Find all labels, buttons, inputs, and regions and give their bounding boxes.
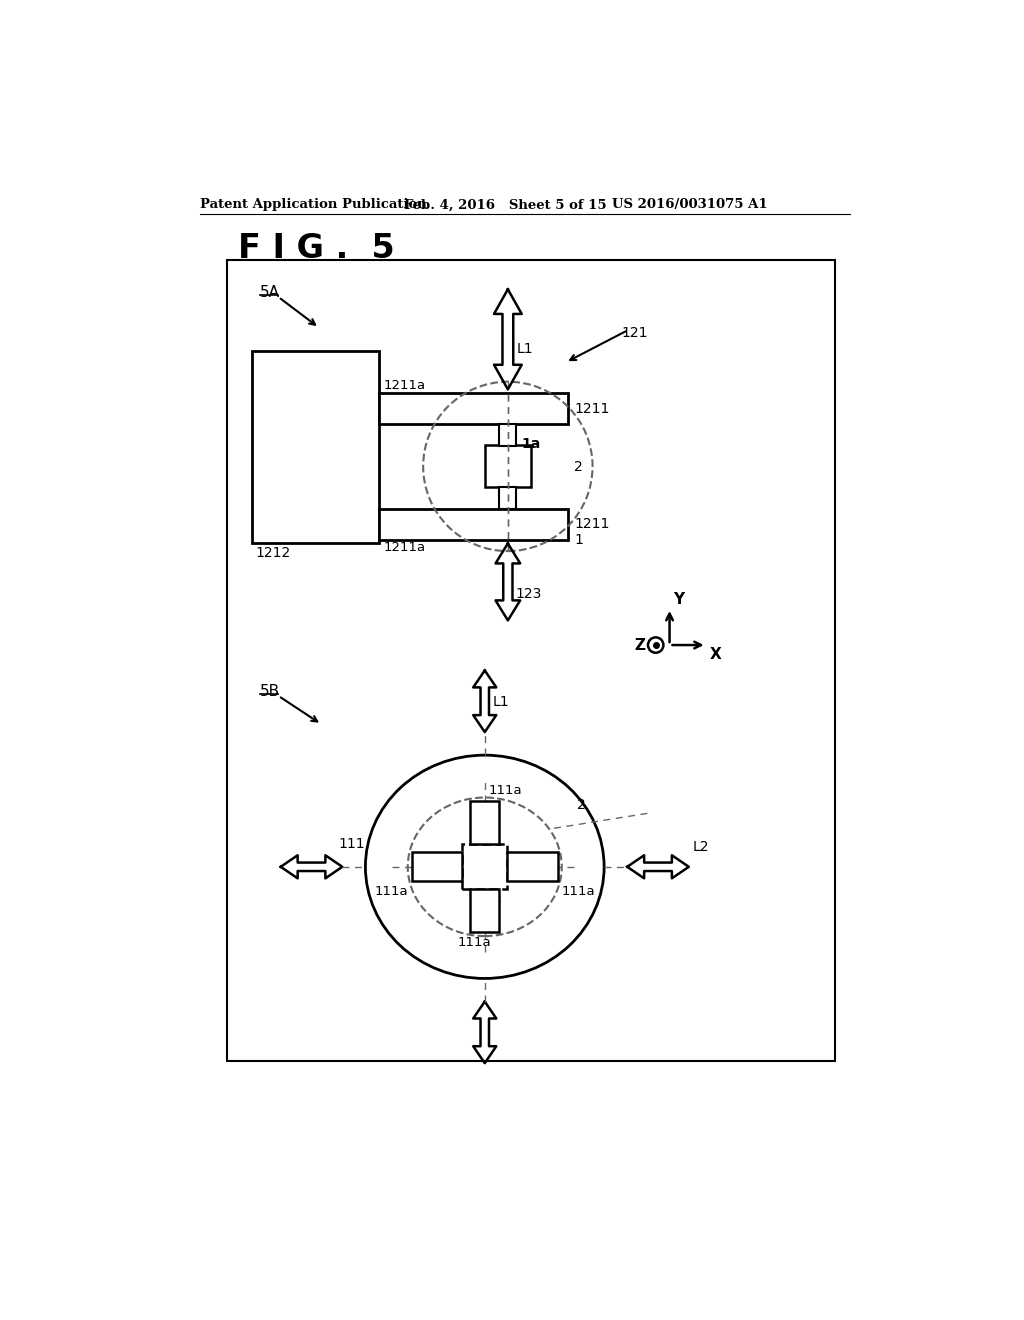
Text: Feb. 4, 2016   Sheet 5 of 15: Feb. 4, 2016 Sheet 5 of 15 <box>403 198 606 211</box>
Text: 2: 2 <box>574 461 583 474</box>
Text: 1211a: 1211a <box>383 541 425 554</box>
Text: L2: L2 <box>692 840 710 854</box>
Text: 121: 121 <box>622 326 648 341</box>
Text: L1: L1 <box>517 342 534 355</box>
Text: 1: 1 <box>574 532 583 546</box>
Text: 123: 123 <box>515 587 542 602</box>
Bar <box>226 260 836 1061</box>
Bar <box>470 801 500 845</box>
Text: Z: Z <box>634 638 645 652</box>
Text: 111a: 111a <box>458 936 492 949</box>
Text: US 2016/0031075 A1: US 2016/0031075 A1 <box>611 198 767 211</box>
Text: 1211: 1211 <box>574 401 609 416</box>
Bar <box>463 845 507 890</box>
Text: 1: 1 <box>493 891 502 904</box>
Text: 1211a: 1211a <box>383 379 425 392</box>
Text: Patent Application Publication: Patent Application Publication <box>200 198 427 211</box>
Text: 2: 2 <box>578 799 586 812</box>
Bar <box>379 393 568 424</box>
Bar <box>500 487 516 508</box>
Text: 1a: 1a <box>521 437 541 451</box>
Bar <box>470 890 500 932</box>
Circle shape <box>648 638 664 653</box>
Ellipse shape <box>366 755 604 978</box>
Text: Y: Y <box>673 591 684 607</box>
Text: 1212: 1212 <box>255 546 291 561</box>
Text: 111a: 111a <box>562 886 595 899</box>
Bar <box>507 853 558 882</box>
Text: F I G .  5: F I G . 5 <box>239 231 395 264</box>
Bar <box>500 424 516 446</box>
Bar <box>252 351 379 544</box>
Text: 5B: 5B <box>260 684 280 700</box>
Text: X: X <box>710 647 721 661</box>
Text: 5A: 5A <box>260 285 280 301</box>
Bar <box>412 853 463 882</box>
Bar <box>379 508 568 540</box>
Text: L1: L1 <box>493 696 509 709</box>
Text: 111a: 111a <box>374 886 408 899</box>
Text: 111a: 111a <box>488 784 522 797</box>
Text: 111: 111 <box>339 837 366 850</box>
Text: 1211: 1211 <box>574 517 609 531</box>
Bar <box>484 445 531 487</box>
